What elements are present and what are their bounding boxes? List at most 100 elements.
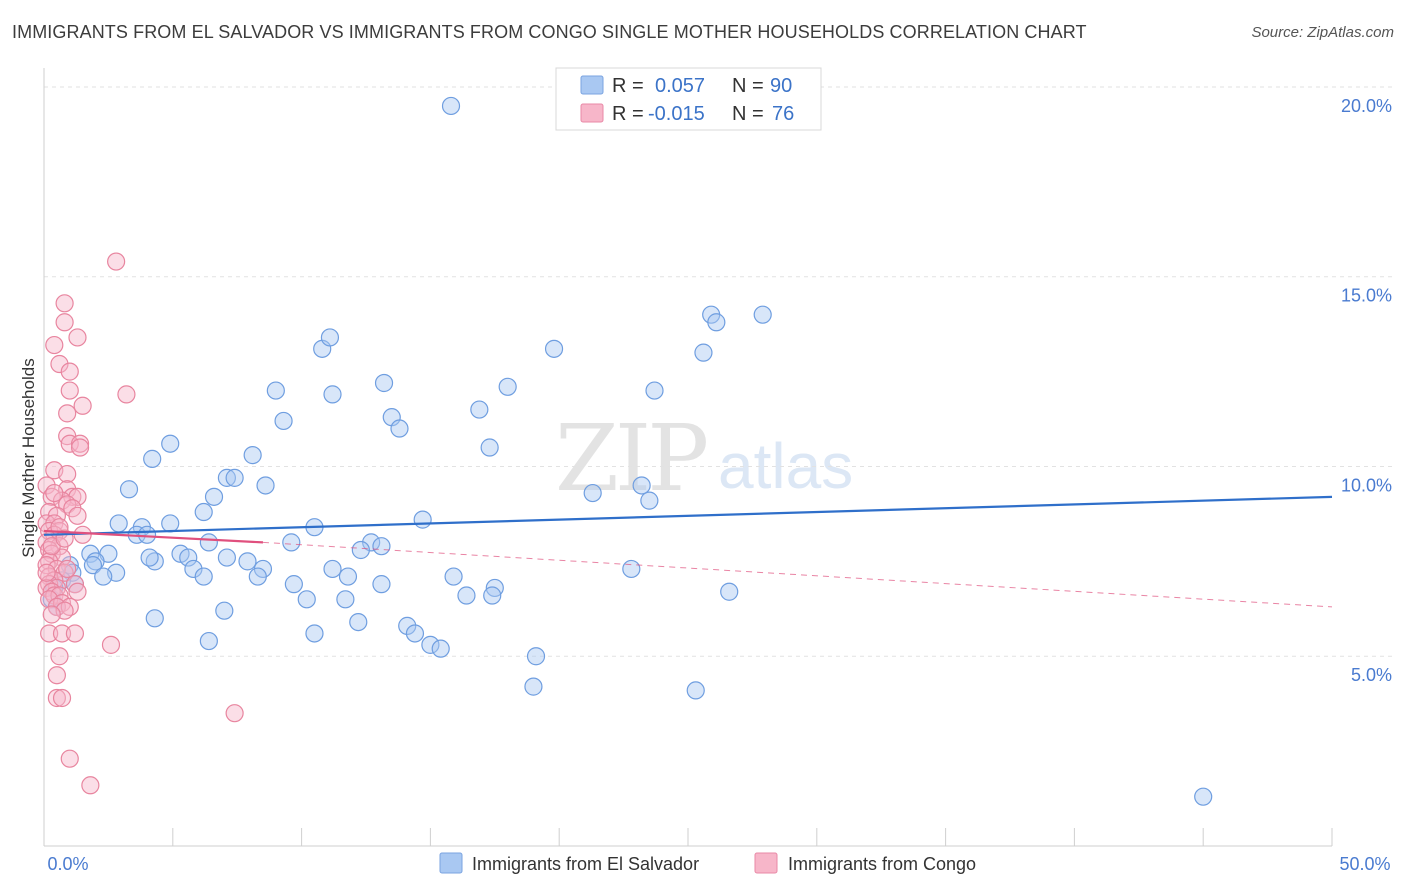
point-el-salvador-70 [457, 586, 476, 605]
point-congo-3 [68, 328, 87, 347]
point-el-salvador-27 [632, 476, 651, 495]
point-el-salvador-8 [320, 328, 340, 347]
point-el-salvador-33 [413, 510, 432, 529]
point-congo-64 [47, 688, 66, 708]
point-el-salvador-87 [524, 677, 543, 696]
point-congo-9 [73, 396, 92, 415]
legend-n-label-1: N = [732, 103, 764, 125]
point-el-salvador-31 [161, 514, 180, 533]
point-el-salvador-28 [640, 491, 659, 510]
y-tick-label-15: 15.0% [1341, 286, 1392, 306]
point-el-salvador-22 [225, 468, 244, 487]
series-legend-swatch-el-salvador [439, 852, 463, 874]
legend-n-label-0: N = [732, 75, 764, 97]
point-el-salvador-21 [217, 468, 236, 487]
point-el-salvador-6 [707, 313, 726, 332]
point-congo-7 [60, 381, 79, 400]
point-el-salvador-4 [694, 343, 713, 362]
point-el-salvador-88 [686, 681, 705, 700]
point-congo-65 [52, 688, 72, 708]
trend-line-congo [43, 529, 264, 544]
point-el-salvador-53 [323, 559, 342, 579]
series-legend: Immigrants from El Salvador Immigrants f… [439, 852, 976, 874]
legend-swatch-congo [580, 103, 604, 123]
point-congo-63 [47, 666, 66, 685]
point-el-salvador-29 [194, 502, 213, 522]
point-congo-2 [55, 313, 74, 332]
point-congo-58 [40, 624, 59, 643]
point-el-salvador-59 [444, 567, 463, 586]
source-credit: Source: ZipAtlas.com [1251, 24, 1394, 41]
point-el-salvador-80 [398, 616, 417, 635]
series-legend-label-congo: Immigrants from Congo [788, 854, 976, 874]
point-congo-69 [37, 563, 56, 582]
point-el-salvador-12 [498, 377, 517, 396]
point-congo-40 [37, 556, 56, 575]
point-congo-4 [45, 335, 64, 355]
point-el-salvador-18 [143, 449, 162, 468]
point-congo-72 [58, 559, 77, 579]
y-tick-label-5: 5.0% [1351, 665, 1392, 685]
trend-lines [43, 495, 1333, 608]
point-el-salvador-17 [161, 434, 180, 453]
point-congo-10 [58, 404, 77, 423]
point-el-salvador-13 [470, 400, 489, 419]
point-el-salvador-47 [179, 548, 198, 567]
point-el-salvador-84 [421, 635, 440, 654]
point-el-salvador-16 [390, 419, 409, 438]
point-el-salvador-78 [145, 609, 164, 628]
point-congo-14 [70, 438, 90, 457]
point-el-salvador-25 [204, 487, 224, 506]
point-el-salvador-48 [238, 552, 257, 571]
point-congo-17 [37, 476, 56, 495]
point-congo-67 [60, 749, 79, 768]
point-el-salvador-11 [374, 373, 394, 393]
point-el-salvador-10 [323, 385, 342, 404]
point-el-salvador-61 [94, 567, 113, 586]
point-el-salvador-19 [243, 446, 262, 465]
point-el-salvador-49 [140, 548, 159, 567]
point-el-salvador-39 [372, 537, 391, 556]
watermark-zip: ZIP [555, 405, 706, 512]
point-el-salvador-89 [1194, 787, 1213, 806]
x-tick-label-max: 50.0% [1339, 854, 1390, 874]
point-el-salvador-9 [266, 381, 285, 400]
point-el-salvador-3 [645, 381, 664, 400]
point-el-salvador-41 [351, 540, 370, 560]
x-ticks [172, 828, 1333, 846]
legend-r-label-0: R = [612, 75, 644, 97]
point-el-salvador-43 [217, 548, 236, 567]
point-el-salvador-72 [297, 590, 316, 609]
legend-n-value-0: 90 [770, 75, 792, 97]
point-congo-59 [52, 624, 72, 643]
point-el-salvador-26 [583, 483, 602, 503]
point-el-salvador-57 [248, 567, 267, 586]
point-congo-61 [101, 635, 121, 654]
point-congo-66 [225, 704, 244, 723]
point-el-salvador-30 [109, 514, 128, 533]
y-tick-labels: 5.0% 10.0% 15.0% 20.0% [1341, 96, 1392, 685]
point-congo-8 [117, 385, 136, 404]
point-el-salvador-64 [284, 575, 303, 594]
gridlines [44, 86, 1392, 657]
point-el-salvador-73 [336, 590, 355, 609]
point-congo-73 [42, 605, 61, 624]
point-el-salvador-81 [305, 624, 324, 643]
legend-r-label-1: R = [612, 103, 644, 125]
point-el-salvador-40 [199, 533, 218, 552]
point-congo-62 [50, 647, 69, 666]
point-congo-60 [65, 624, 85, 643]
point-el-salvador-86 [526, 647, 546, 666]
legend-r-value-1: -0.015 [648, 103, 705, 125]
point-el-salvador-77 [215, 601, 234, 620]
point-congo-0 [107, 252, 126, 271]
point-congo-68 [81, 776, 100, 795]
series-legend-swatch-congo [754, 852, 778, 874]
trend-line-congo-extrapolated [262, 541, 1333, 608]
point-el-salvador-38 [362, 533, 381, 552]
point-el-salvador-23 [256, 476, 275, 495]
point-el-salvador-37 [282, 533, 301, 552]
legend-n-value-1: 76 [772, 103, 794, 125]
